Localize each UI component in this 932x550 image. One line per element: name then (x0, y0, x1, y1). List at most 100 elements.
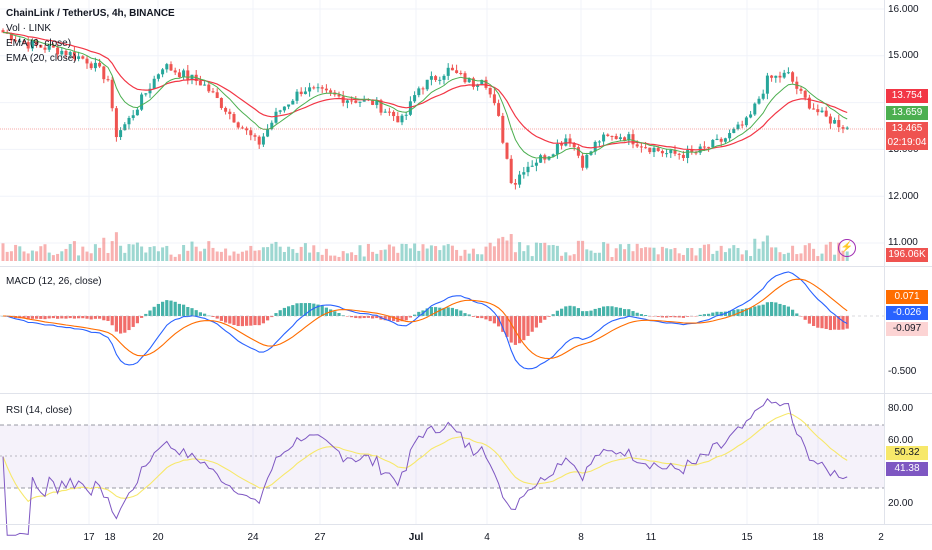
volume-bar (245, 250, 249, 261)
volume-bars (1, 232, 849, 261)
candle-body (165, 64, 169, 70)
candle-body (770, 75, 774, 78)
candle-body (522, 172, 526, 175)
macd-hist-bar (749, 307, 753, 316)
macd-hist-bar (270, 316, 274, 318)
volume-bar (539, 243, 543, 261)
volume-bar (278, 246, 282, 261)
macd-hist-bar (623, 309, 627, 316)
candle-body (148, 88, 152, 94)
candle-body (488, 87, 492, 95)
macd-hist-bar (837, 316, 841, 330)
panel-separator-macd[interactable] (0, 393, 932, 394)
candle-body (278, 110, 282, 112)
candle-body (299, 91, 303, 95)
volume-bar (761, 241, 765, 261)
candle-body (492, 94, 496, 104)
macd-hist-bar (371, 316, 375, 319)
macd-hist-bar (320, 305, 324, 316)
volume-bar (463, 249, 467, 261)
macd-hist-bar (64, 316, 68, 319)
macd-hist-bar (358, 316, 362, 319)
macd-hist-bar (484, 316, 488, 320)
macd-hist-bar (459, 310, 463, 316)
volume-bar (106, 252, 110, 261)
macd-hist-bar (161, 301, 165, 316)
macd-hist-bar (207, 315, 211, 317)
volume-bar (249, 245, 253, 261)
volume-bar (366, 243, 370, 261)
volume-legend[interactable]: Vol · LINK (6, 23, 52, 34)
volume-bar (455, 249, 459, 261)
time-label: 17 (83, 532, 95, 543)
volume-bar (177, 254, 181, 261)
macd-hist-bar (253, 316, 257, 326)
candle-body (652, 147, 656, 153)
candle-body (837, 120, 841, 128)
volume-badge: 196.06K (886, 248, 928, 262)
time-label: 2 (878, 532, 884, 543)
candle-body (232, 114, 236, 123)
volume-bar (639, 248, 643, 261)
ema-20-legend[interactable]: EMA (20, close) (6, 53, 77, 64)
volume-bar (287, 246, 291, 261)
macd-hist-bar (812, 316, 816, 327)
volume-bar (778, 252, 782, 261)
volume-bar (14, 244, 18, 261)
volume-bar (812, 248, 816, 261)
volume-bar (597, 252, 601, 261)
candle-body (316, 87, 320, 89)
volume-bar (791, 245, 795, 261)
candle-body (417, 88, 421, 96)
candle-body (207, 84, 211, 92)
price-legend[interactable]: ChainLink / TetherUS, 4h, BINANCE Vol · … (6, 6, 175, 66)
panel-separator-price[interactable] (0, 266, 932, 267)
volume-bar (127, 244, 131, 261)
macd-hist-bar (555, 310, 559, 316)
macd-hist-bar (845, 316, 849, 329)
volume-bar (711, 253, 715, 261)
candle-body (177, 72, 181, 78)
candle-body (156, 74, 160, 79)
macd-hist-bar (303, 303, 307, 316)
macd-hist-bar (534, 316, 538, 328)
rsi-tick: 60.00 (888, 435, 914, 446)
macd-hist-bar (211, 316, 215, 317)
candle-body (749, 114, 753, 118)
ema-9-legend[interactable]: EMA (9, close) (6, 38, 72, 49)
macd-legend[interactable]: MACD (12, 26, close) (6, 276, 102, 287)
macd-hist-bar (232, 316, 236, 325)
macd-hist-bar (450, 307, 454, 316)
candle-body (824, 110, 828, 117)
volume-bar (723, 252, 727, 261)
candle-body (245, 128, 249, 131)
lightning-icon[interactable]: ⚡ (838, 239, 856, 257)
volume-bar (295, 252, 299, 261)
time-label: 8 (578, 532, 584, 543)
symbol-title[interactable]: ChainLink / TetherUS, 4h, BINANCE (6, 8, 175, 19)
volume-bar (98, 247, 102, 261)
volume-bar (240, 251, 244, 261)
volume-bar (131, 244, 135, 261)
macd-hist-bar (337, 313, 341, 316)
volume-bar (93, 244, 97, 261)
rsi-tick: 20.00 (888, 498, 914, 509)
candle-body (152, 78, 156, 89)
candle-body (455, 70, 459, 74)
macd-hist-bar (429, 306, 433, 316)
macd-hist-bar (278, 310, 282, 316)
volume-bar (484, 246, 488, 261)
macd-hist-bar (60, 316, 64, 319)
candle-body (597, 141, 601, 143)
volume-bar (799, 253, 803, 261)
candle-body (807, 97, 811, 109)
rsi-legend[interactable]: RSI (14, close) (6, 405, 73, 416)
macd-hist-bar (707, 313, 711, 316)
macd-hist-bar (501, 316, 505, 332)
macd-hist-bar (135, 316, 139, 324)
candle-body (677, 153, 681, 155)
volume-bar (156, 251, 160, 261)
macd-hist-bar (144, 313, 148, 316)
macd-hist-bar (98, 316, 102, 319)
